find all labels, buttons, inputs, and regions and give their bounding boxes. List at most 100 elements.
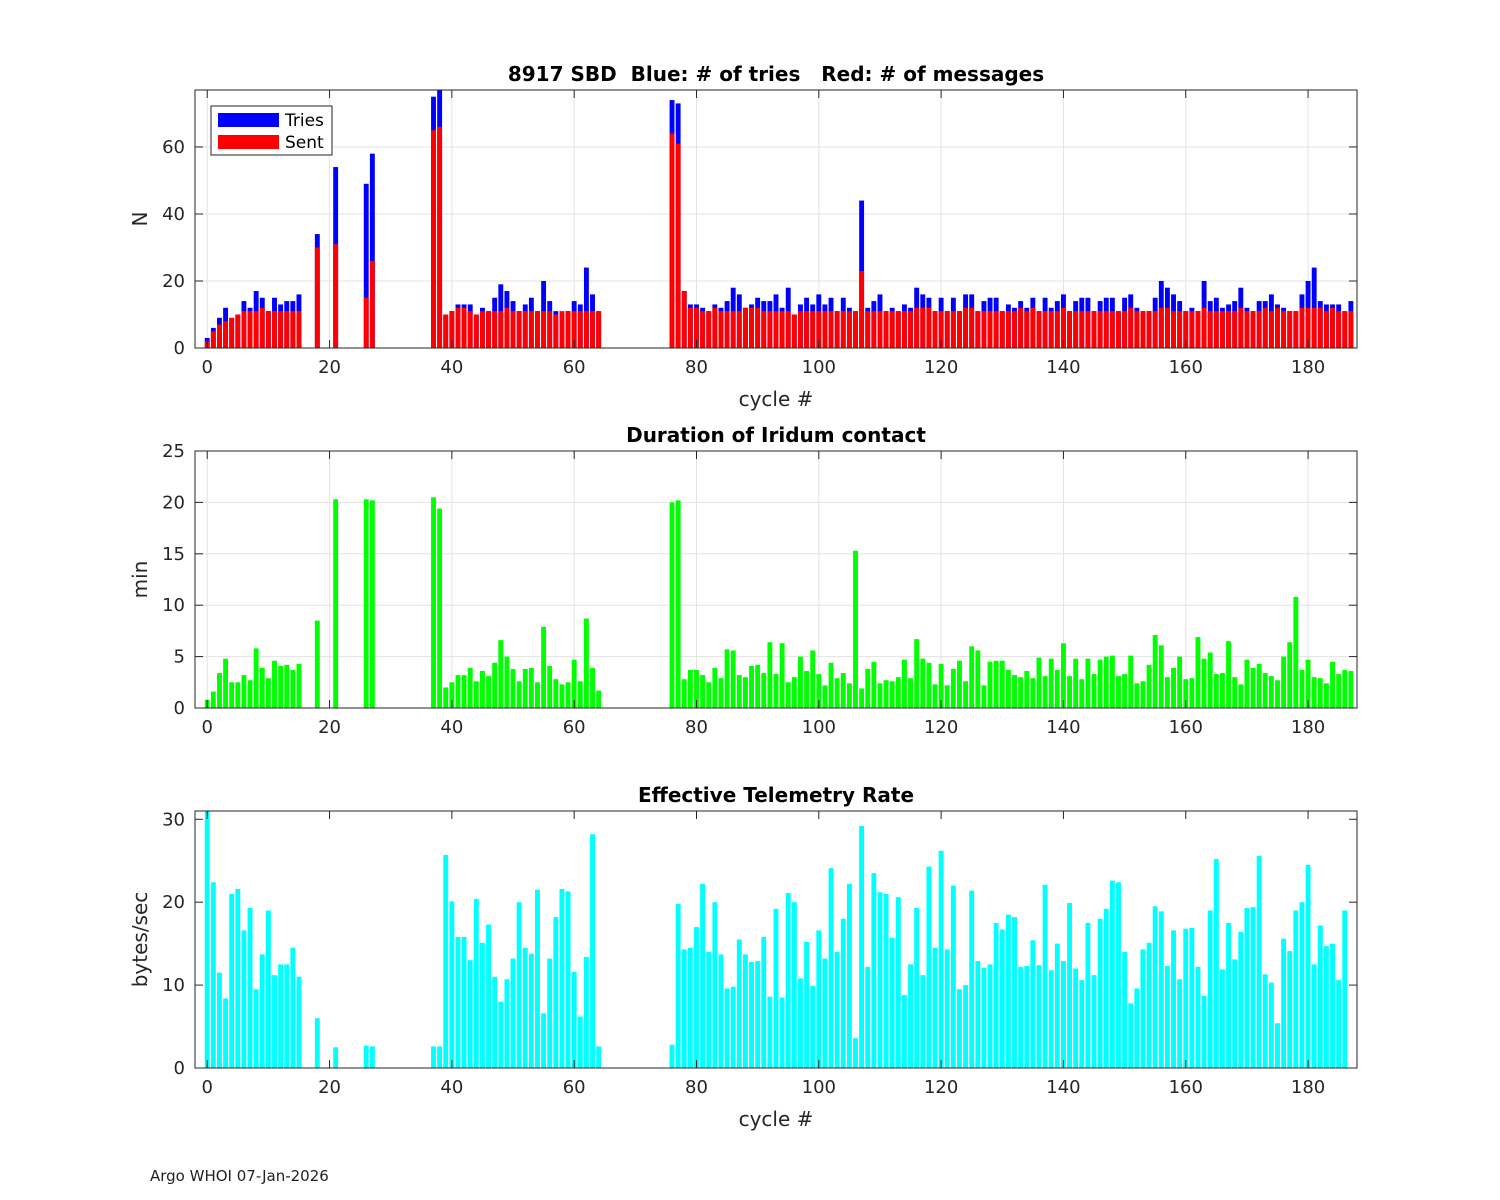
- bar: [840, 918, 846, 1068]
- y-tick-label: 0: [174, 698, 185, 719]
- panel-1: 0 20 40 60 80 100 120 140 160 180 0 20 40 60 8917 SBD …: [128, 62, 1358, 411]
- bar: [1262, 974, 1268, 1068]
- bar: [1220, 969, 1225, 1068]
- bar: [1238, 684, 1244, 708]
- bar: [1250, 667, 1256, 708]
- bar: [853, 1038, 858, 1068]
- bar: [742, 677, 748, 708]
- bar-sent: [455, 307, 461, 348]
- bar-sent: [596, 311, 602, 348]
- bar: [516, 681, 522, 708]
- bar: [1232, 677, 1238, 708]
- bar-sent: [908, 311, 913, 348]
- bar: [1134, 683, 1140, 708]
- bar: [853, 550, 858, 708]
- legend-swatch-sent: [218, 135, 279, 149]
- bar: [1079, 980, 1085, 1068]
- bar: [223, 998, 229, 1068]
- bar-sent: [859, 270, 865, 348]
- bar-sent: [1275, 307, 1280, 348]
- bar: [724, 649, 730, 708]
- bar: [217, 673, 222, 708]
- bar-sent: [241, 311, 247, 348]
- bar: [498, 1001, 504, 1068]
- bar: [963, 985, 969, 1068]
- bar: [253, 989, 259, 1068]
- x-tick-label: 0: [202, 717, 213, 738]
- bar-sent: [871, 311, 877, 348]
- bar: [1195, 966, 1201, 1068]
- bar-sent: [1085, 311, 1091, 348]
- axes-box: [194, 450, 1358, 709]
- bar: [1158, 911, 1164, 1068]
- bar-sent: [687, 307, 693, 348]
- bar: [981, 685, 987, 708]
- bar: [1342, 669, 1348, 708]
- bar: [247, 680, 253, 708]
- bar-sent: [816, 311, 822, 348]
- bar-sent: [449, 311, 455, 348]
- bar: [785, 893, 791, 1068]
- bar: [730, 650, 736, 708]
- bar: [1305, 659, 1311, 708]
- bar-sent: [1073, 311, 1079, 348]
- bar-sent: [1220, 311, 1225, 348]
- bar: [773, 908, 779, 1068]
- bar-sent: [1030, 307, 1036, 348]
- bar: [583, 618, 589, 708]
- bar-sent: [1116, 311, 1121, 348]
- bar: [834, 678, 840, 708]
- bar-sent: [486, 311, 492, 348]
- bar: [828, 662, 834, 708]
- bar: [822, 958, 828, 1068]
- bar: [210, 882, 216, 1068]
- bar-sent: [694, 307, 699, 348]
- y-axis-label: bytes/sec: [128, 892, 152, 988]
- bar: [932, 947, 938, 1068]
- bar: [1091, 975, 1097, 1068]
- bar: [265, 910, 271, 1068]
- bar: [1012, 917, 1017, 1068]
- bar: [443, 687, 449, 708]
- bar: [571, 971, 577, 1068]
- bar-sent: [272, 311, 277, 348]
- bar: [259, 954, 265, 1068]
- bar: [461, 675, 467, 708]
- bar: [1317, 678, 1323, 708]
- bar-sent: [1201, 307, 1207, 348]
- bar-sent: [742, 307, 748, 348]
- bar: [247, 907, 253, 1068]
- bar: [1024, 670, 1030, 708]
- bar-sent: [437, 126, 443, 348]
- bar-sent: [284, 311, 290, 348]
- bar: [1201, 995, 1207, 1068]
- bar: [1287, 642, 1293, 708]
- bar: [694, 669, 699, 708]
- bar-sent: [290, 311, 296, 348]
- bar: [914, 639, 920, 708]
- bar: [749, 665, 754, 708]
- bar: [749, 961, 754, 1068]
- bar-sent: [1122, 311, 1128, 348]
- bar: [535, 682, 540, 708]
- bar-sent: [1238, 307, 1244, 348]
- bar-sent: [834, 311, 840, 348]
- bar: [755, 961, 761, 1068]
- bar: [1128, 655, 1134, 708]
- bar: [1336, 674, 1342, 708]
- bar: [895, 677, 901, 708]
- bar: [859, 688, 865, 708]
- bar-sent: [516, 311, 522, 348]
- bar: [235, 888, 241, 1068]
- bar: [1085, 922, 1091, 1068]
- bar: [1171, 930, 1176, 1068]
- bar: [290, 947, 296, 1068]
- bar: [779, 997, 785, 1068]
- bar: [1244, 907, 1250, 1068]
- bar: [957, 989, 962, 1068]
- bar-sent: [938, 311, 944, 348]
- x-tick-label: 80: [685, 357, 708, 378]
- bar-sent: [1158, 307, 1164, 348]
- bar: [1042, 884, 1048, 1068]
- bar: [1250, 907, 1256, 1068]
